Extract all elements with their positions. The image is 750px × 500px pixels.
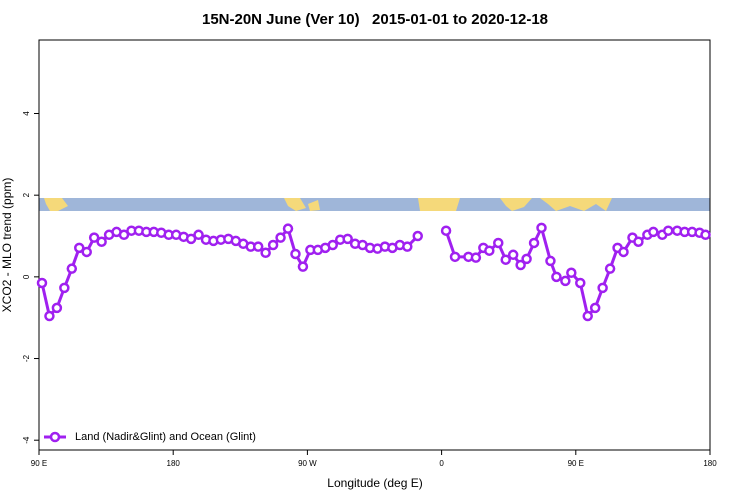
x-axis-label: Longitude (deg E) — [327, 476, 422, 490]
legend: Land (Nadir&Glint) and Ocean (Glint) — [44, 431, 256, 443]
point — [282, 223, 294, 234]
point — [342, 233, 353, 245]
point — [297, 261, 309, 272]
y-tick-label: -4 — [22, 436, 31, 444]
point — [74, 242, 85, 254]
legend-label: Land (Nadir&Glint) and Ocean (Glint) — [75, 431, 256, 443]
point — [440, 225, 452, 236]
point — [515, 259, 526, 271]
point — [96, 236, 107, 247]
point — [521, 253, 532, 265]
point — [412, 230, 423, 242]
point — [88, 232, 100, 243]
point — [566, 267, 577, 279]
point — [470, 252, 482, 263]
point — [267, 239, 279, 251]
point — [36, 277, 48, 289]
point — [260, 247, 271, 259]
land — [418, 198, 460, 211]
legend-marker — [49, 431, 61, 443]
point — [500, 254, 511, 265]
point — [51, 302, 63, 314]
land — [44, 198, 68, 211]
point — [275, 232, 286, 243]
point — [633, 236, 644, 247]
point — [59, 282, 70, 294]
point — [536, 222, 547, 234]
point — [507, 249, 519, 261]
point — [604, 263, 616, 274]
point — [402, 241, 413, 252]
point — [648, 226, 659, 238]
x-tick-label: 90 E — [568, 459, 584, 468]
y-tick-label: 0 — [22, 274, 31, 279]
y-tick-label: 2 — [22, 192, 31, 197]
ocean — [39, 198, 710, 211]
chart-title: 15N-20N June (Ver 10) 2015-01-01 to 2020… — [202, 11, 548, 28]
point — [252, 241, 264, 252]
point — [327, 239, 338, 251]
point — [81, 246, 92, 258]
point — [449, 251, 461, 263]
point — [185, 233, 197, 245]
point — [545, 255, 556, 267]
point — [493, 237, 504, 249]
x-tick-label: 180 — [703, 459, 717, 468]
point — [551, 271, 562, 283]
land — [500, 198, 532, 211]
point — [193, 229, 204, 241]
x-tick-label: 180 — [167, 459, 181, 468]
x-tick-label: 0 — [439, 459, 444, 468]
land — [284, 198, 320, 211]
point — [66, 263, 78, 274]
point — [560, 275, 571, 287]
point — [528, 237, 540, 249]
plot-frame — [38, 39, 711, 451]
point — [700, 229, 711, 241]
y-tick-label: 4 — [22, 111, 31, 116]
point — [589, 302, 601, 314]
map-band — [39, 198, 710, 211]
point — [597, 282, 608, 294]
x-tick-label: 90 E — [31, 459, 47, 468]
point — [618, 246, 629, 258]
y-tick-label: -2 — [22, 354, 31, 362]
point — [582, 310, 593, 322]
point — [484, 245, 495, 256]
x-tick-label: 90 W — [298, 459, 317, 468]
y-axis-label: XCO2 - MLO trend (ppm) — [0, 178, 14, 313]
point — [662, 225, 674, 236]
point — [118, 229, 130, 241]
point — [575, 277, 586, 289]
point — [290, 248, 301, 260]
land — [540, 198, 612, 211]
point — [44, 310, 55, 322]
